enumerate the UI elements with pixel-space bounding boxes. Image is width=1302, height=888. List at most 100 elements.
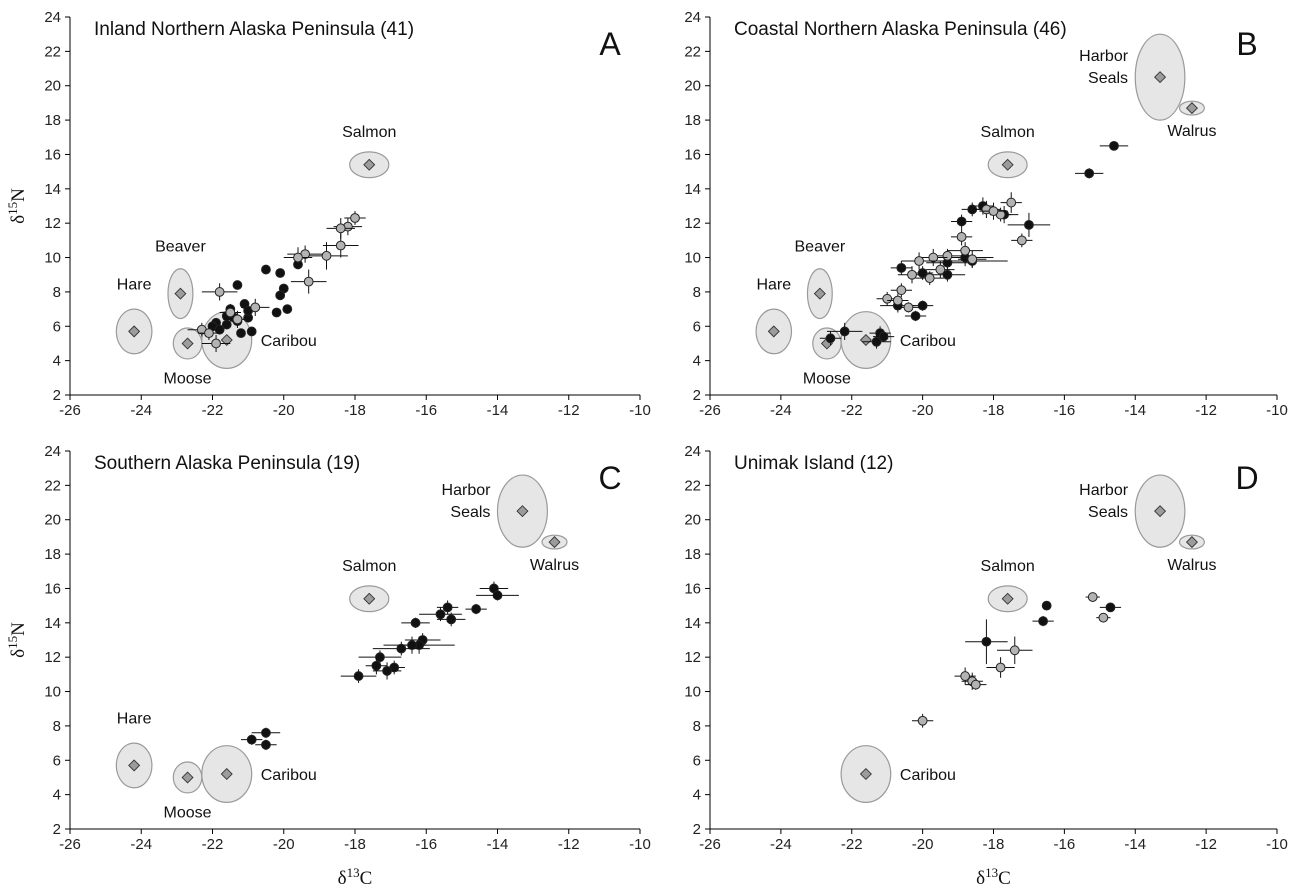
- marker-gray: [970, 679, 981, 690]
- data-point-black: [819, 331, 842, 346]
- marker-gray: [892, 295, 903, 306]
- data-point-gray: [887, 293, 909, 308]
- salmon-label: Salmon: [981, 558, 1035, 575]
- y-tick-label: 10: [44, 684, 61, 701]
- marker-black: [442, 602, 453, 613]
- data-point-gray: [947, 242, 983, 260]
- data-point-black: [261, 264, 271, 275]
- marker-black: [232, 280, 243, 290]
- x-tick-label: -14: [487, 402, 509, 419]
- y-tick-label: 22: [684, 43, 701, 60]
- data-point-black: [476, 590, 519, 601]
- marker-black: [910, 311, 921, 321]
- x-tick-label: -12: [558, 836, 580, 853]
- y-tick-label: 6: [693, 318, 701, 335]
- y-tick-label: 16: [44, 580, 61, 597]
- y-tick-label: 16: [684, 146, 701, 163]
- marker-gray: [928, 252, 939, 263]
- data-point-black: [251, 727, 281, 738]
- x-axis-label: δ13C: [976, 865, 1011, 888]
- y-tick-label: 18: [684, 546, 701, 563]
- y-tick-label: 6: [53, 318, 61, 335]
- marker-gray: [960, 671, 971, 681]
- y-tick-label: 2: [693, 387, 701, 404]
- x-tick-label: -22: [841, 402, 863, 419]
- marker-gray: [335, 240, 346, 251]
- data-point-black: [275, 290, 286, 301]
- data-point-gray: [223, 310, 252, 328]
- x-tick-label: -18: [344, 836, 366, 853]
- x-tick-label: -26: [699, 836, 721, 853]
- data-point-black: [465, 603, 487, 615]
- walrus-centroid: [1185, 536, 1198, 549]
- marker-black: [896, 262, 907, 273]
- data-point-gray: [290, 269, 327, 294]
- x-tick-label: -16: [415, 836, 437, 853]
- walrus-label: Walrus: [1167, 557, 1216, 574]
- x-tick-label: -24: [130, 402, 152, 419]
- marker-gray: [350, 213, 360, 223]
- y-tick-label: 18: [44, 112, 61, 129]
- marker-black: [221, 319, 232, 330]
- data-point-gray: [915, 271, 944, 286]
- hare-label: Hare: [117, 710, 152, 727]
- data-point-gray: [1096, 612, 1111, 623]
- x-tick-label: -26: [59, 402, 81, 419]
- moose-centroid: [181, 337, 194, 350]
- marker-black: [246, 734, 257, 745]
- y-tick-label: 16: [684, 580, 701, 597]
- marker-black: [942, 269, 953, 280]
- moose-centroid: [181, 771, 194, 784]
- y-tick-label: 18: [684, 112, 701, 129]
- marker-gray: [917, 715, 928, 726]
- marker-gray: [935, 264, 946, 275]
- caribou-centroid: [859, 334, 872, 347]
- marker-black: [839, 326, 850, 337]
- harbor-seals-centroid: [1154, 71, 1167, 84]
- marker-black: [282, 304, 293, 314]
- data-point-gray: [344, 211, 366, 225]
- data-point-gray: [919, 248, 948, 267]
- panel-letter: D: [1235, 460, 1258, 496]
- caribou-label: Caribou: [900, 333, 956, 350]
- data-point-black: [340, 669, 377, 683]
- data-point-gray: [305, 242, 348, 270]
- data-point-black: [890, 260, 912, 275]
- data-point-black: [241, 734, 263, 745]
- beaver-label: Beaver: [795, 239, 846, 256]
- harbor-seals-label: Harbor Seals: [1079, 482, 1129, 521]
- data-point-black: [873, 331, 895, 342]
- x-tick-label: -12: [558, 402, 580, 419]
- harbor-seals-centroid: [1154, 505, 1167, 518]
- data-point-black: [1032, 615, 1054, 627]
- panel-title: Unimak Island (12): [734, 453, 893, 474]
- y-tick-label: 4: [693, 353, 701, 370]
- data-point-gray: [901, 252, 937, 270]
- marker-black: [871, 336, 882, 347]
- marker-black: [261, 264, 271, 275]
- data-point-gray: [201, 334, 231, 353]
- data-point-black: [282, 304, 293, 314]
- marker-gray: [321, 250, 332, 261]
- caribou-label: Caribou: [261, 767, 317, 784]
- y-tick-label: 12: [684, 649, 701, 666]
- data-point-gray: [1085, 592, 1100, 602]
- y-tick-label: 20: [684, 512, 701, 529]
- marker-black: [410, 617, 421, 628]
- y-tick-label: 14: [44, 615, 61, 632]
- data-point-gray: [201, 283, 238, 301]
- y-tick-label: 2: [693, 821, 701, 838]
- data-point-gray: [986, 657, 1015, 678]
- marker-black: [275, 290, 286, 301]
- marker-black: [1109, 140, 1119, 151]
- marker-black: [435, 609, 446, 620]
- y-tick-label: 20: [44, 512, 61, 529]
- harbor-seals-centroid: [516, 505, 529, 518]
- panel-title: Coastal Northern Alaska Peninsula (46): [734, 19, 1067, 40]
- y-tick-label: 8: [693, 284, 701, 301]
- marker-black: [375, 652, 385, 663]
- data-point-black: [904, 310, 927, 322]
- x-tick-label: -26: [699, 402, 721, 419]
- x-tick-label: -20: [912, 836, 934, 853]
